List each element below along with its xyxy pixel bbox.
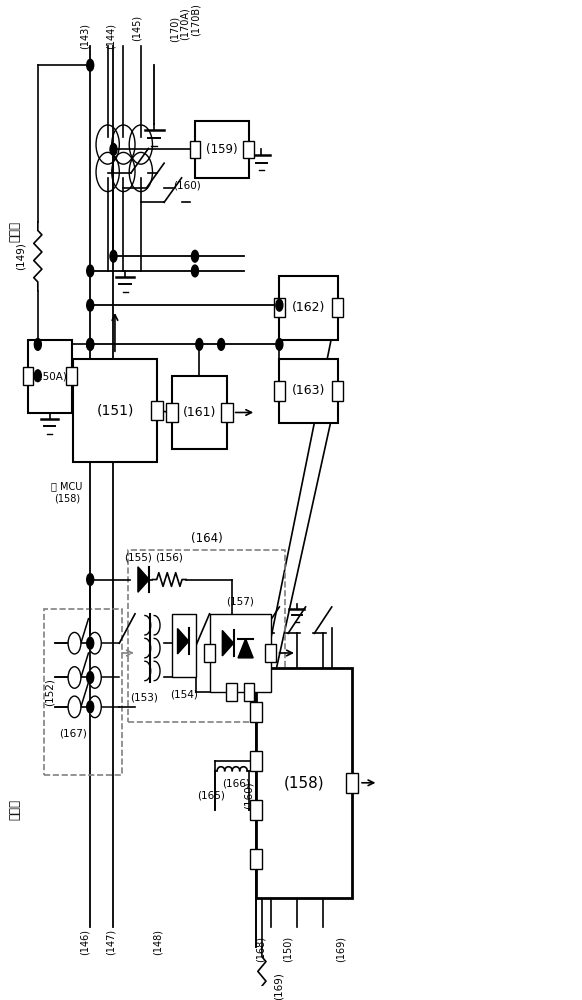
Bar [265,644,276,662]
Polygon shape [138,567,149,592]
Circle shape [87,574,94,585]
Circle shape [87,265,94,277]
Text: (166): (166) [222,778,250,788]
Text: (147): (147) [105,929,116,955]
Circle shape [34,339,41,350]
Bar [274,298,285,317]
Text: (148): (148) [152,929,162,955]
Text: (160): (160) [244,781,254,809]
Circle shape [68,696,81,718]
Text: (168): (168) [255,936,266,962]
Text: (164): (164) [191,532,222,545]
Bar [226,683,237,701]
Circle shape [87,339,94,350]
Text: (161): (161) [183,406,216,419]
Circle shape [276,339,283,350]
Text: (145): (145) [132,15,142,41]
Bar [210,614,271,692]
Bar [128,550,285,722]
Text: (165): (165) [197,790,225,800]
Text: (146): (146) [79,929,90,955]
Text: (160): (160) [173,181,201,191]
Bar [250,702,262,722]
Text: (155): (155) [124,553,152,563]
Text: (169): (169) [335,936,346,962]
Bar [151,401,163,420]
Text: (159): (159) [206,143,237,156]
Bar [332,298,343,317]
Text: (150A): (150A) [33,371,67,381]
Text: (163): (163) [292,384,325,397]
Bar [172,614,196,677]
Circle shape [87,339,94,350]
Text: (151): (151) [96,404,134,418]
Bar [332,381,343,401]
Text: 线路侧: 线路侧 [8,799,21,820]
Text: (170B): (170B) [190,3,201,36]
Bar [279,276,338,340]
Bar [256,668,352,898]
Circle shape [87,701,94,713]
Text: (167): (167) [59,728,87,738]
Text: (162): (162) [292,301,325,314]
Bar [44,609,122,775]
Circle shape [276,299,283,311]
Circle shape [218,339,225,350]
Bar [221,403,233,422]
Text: 到 MCU
(158): 到 MCU (158) [51,482,83,503]
Circle shape [88,696,101,718]
Circle shape [68,632,81,654]
Circle shape [110,144,117,155]
Bar [166,403,178,422]
Bar [66,367,77,385]
Circle shape [88,632,101,654]
Text: (170): (170) [169,16,180,42]
Polygon shape [238,639,253,658]
Text: (157): (157) [226,596,254,606]
Bar [204,644,215,662]
Circle shape [87,672,94,683]
Circle shape [110,250,117,262]
Text: (152): (152) [44,678,55,706]
Circle shape [87,637,94,649]
Bar [28,340,72,413]
Text: (170A): (170A) [180,8,190,40]
Circle shape [87,299,94,311]
Text: (158): (158) [284,775,324,790]
Circle shape [191,250,198,262]
Bar [172,376,227,449]
Polygon shape [222,630,233,656]
Circle shape [68,667,81,688]
Text: (156): (156) [155,553,183,563]
Text: (144): (144) [105,23,116,49]
Bar [346,773,358,793]
Polygon shape [178,628,189,654]
Bar [274,381,285,401]
Bar [190,141,200,158]
Circle shape [196,339,203,350]
Bar [73,359,157,462]
Bar [243,141,254,158]
Bar [195,121,249,178]
Bar [250,800,262,820]
Circle shape [88,667,101,688]
Bar [23,367,33,385]
Bar [279,359,338,423]
Bar [244,683,254,701]
Circle shape [87,59,94,71]
Text: 负载侧: 负载侧 [8,221,21,242]
Circle shape [191,265,198,277]
Text: (143): (143) [79,23,90,49]
Text: (150): (150) [283,936,293,962]
Text: (169): (169) [273,972,283,1000]
Bar [250,849,262,869]
Text: (153): (153) [130,692,158,702]
Bar [250,751,262,771]
Text: (149): (149) [15,242,26,270]
Text: (154): (154) [170,689,198,699]
Circle shape [34,370,41,382]
